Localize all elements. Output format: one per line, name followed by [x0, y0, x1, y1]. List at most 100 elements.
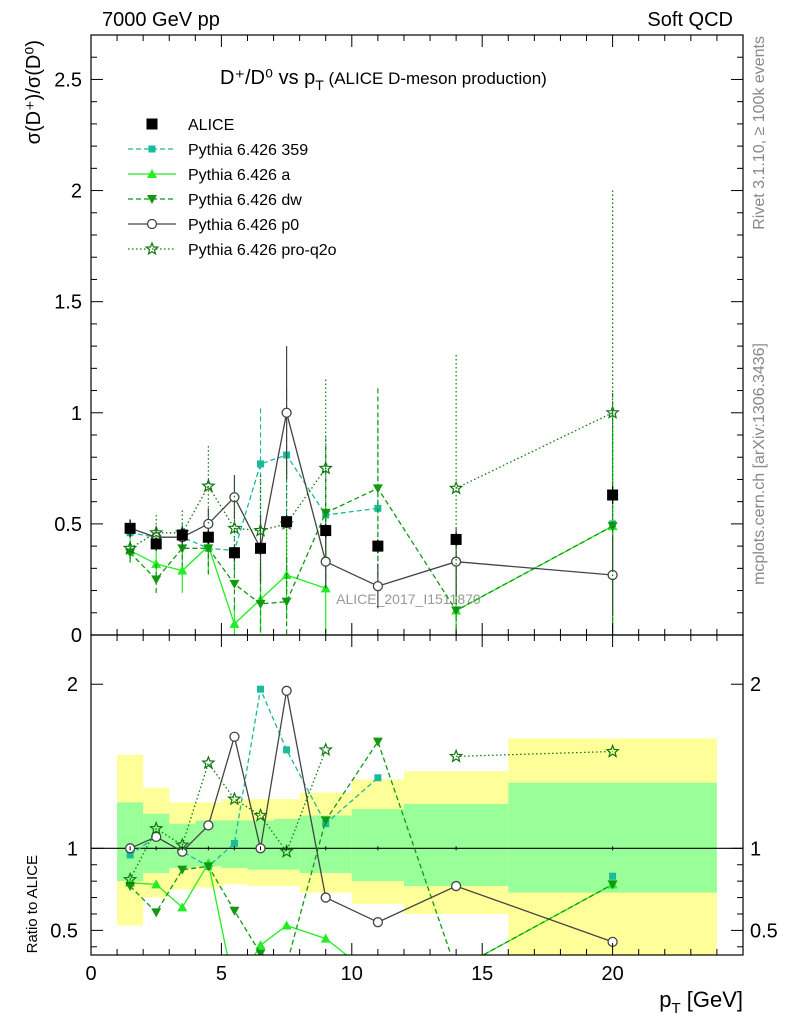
main-point-pdw [151, 575, 162, 585]
ratio-point-pq2o [227, 791, 242, 806]
legend-item-p359: Pythia 6.426 359 [128, 142, 308, 159]
legend-item-alice: ALICE [146, 117, 234, 134]
ratio-point-p359 [126, 851, 134, 859]
main-y-tick-label: 1.5 [54, 292, 82, 314]
ratio-point-pq2o [253, 807, 268, 822]
legend-label-pdw: Pythia 6.426 dw [188, 192, 302, 209]
x-axis-title: pT [GeV] [659, 987, 743, 1017]
ratio-point-pdw [177, 865, 188, 875]
legend-marker-p359 [148, 145, 156, 153]
ratio-point-pdw [229, 906, 240, 916]
ratio-point-pq2o [122, 871, 138, 886]
ratio-y-tick-label-right: 2 [750, 674, 761, 696]
main-point-alice [150, 538, 162, 550]
ratio-point-pp0 [281, 685, 292, 696]
ratio-point-pq2o [201, 755, 216, 770]
rivet-label: Rivet 3.1.10, ≥ 100k events [751, 36, 768, 230]
main-point-alice [372, 540, 384, 552]
main-point-alice [320, 525, 332, 537]
ratio-point-pp0 [151, 831, 162, 842]
x-tick-label: 5 [216, 963, 227, 985]
ratio-point-pq2o [448, 748, 464, 763]
main-point-alice [228, 547, 240, 559]
ratio-band-inner [351, 808, 404, 882]
ratio-y-tick-label-right: 0.5 [750, 920, 778, 942]
ratio-point-pa [320, 933, 331, 943]
ratio-point-pp0 [320, 892, 331, 903]
ratio-line-pq2o [129, 749, 327, 880]
header-left: 7000 GeV pp [102, 9, 220, 31]
ratio-band-inner [169, 823, 196, 869]
ratio-point-pa [373, 975, 383, 984]
main-y-tick-label: 2.5 [54, 69, 82, 91]
main-y-tick-label: 1 [71, 403, 82, 425]
main-series-pa [125, 426, 618, 635]
main-point-alice [281, 516, 293, 528]
ratio-point-pa [255, 940, 266, 950]
main-point-pa [151, 558, 162, 568]
legend-item-pq2o: Pythia 6.426 pro-q2o [128, 241, 337, 259]
main-point-alice [607, 489, 619, 501]
x-tick-label: 10 [341, 963, 363, 985]
legend-label-pp0: Pythia 6.426 p0 [188, 217, 299, 234]
main-point-pq2o [201, 478, 216, 493]
legend-label-pq2o: Pythia 6.426 pro-q2o [188, 242, 337, 259]
ratio-point-pdw [372, 737, 383, 747]
main-y-tick-label: 0.5 [54, 514, 82, 536]
x-tick-label: 0 [85, 963, 96, 985]
main-point-pq2o [318, 460, 333, 475]
ratio-y-tick-label-right: 1 [750, 838, 761, 860]
main-y-tick-label: 2 [71, 181, 82, 203]
main-point-pq2o [605, 405, 620, 419]
x-tick-label: 15 [471, 963, 493, 985]
main-point-pdw [281, 597, 292, 607]
ratio-y-tick-label: 1 [67, 838, 78, 860]
main-point-pq2o [227, 520, 242, 535]
main-series-pp0 [124, 346, 618, 615]
legend-marker-alice [146, 118, 158, 130]
main-point-pp0 [320, 556, 331, 567]
ratio-point-pa [151, 879, 162, 889]
legend-item-pdw: Pythia 6.426 dw [128, 192, 302, 209]
ratio-band-inner [403, 804, 509, 887]
ratio-point-pdw [203, 862, 214, 872]
legend-marker-pdw [147, 195, 157, 204]
ratio-point-p359 [257, 685, 265, 693]
ratio-point-pq2o [279, 843, 294, 858]
plot-title: D⁺/D⁰ vs pT (ALICE D-meson production) [220, 67, 547, 93]
ratio-point-pa [451, 965, 461, 974]
ratio-point-p359 [374, 774, 382, 782]
main-y-axis-title: σ(D⁺)/σ(D⁰) [23, 40, 45, 144]
main-y-tick-label: 0 [71, 625, 82, 647]
main-point-alice [124, 522, 136, 534]
legend-marker-pa [147, 169, 157, 178]
main-point-pa [229, 618, 240, 628]
ratio-point-pp0 [203, 820, 214, 831]
main-point-alice [255, 542, 267, 554]
ratio-point-p359 [283, 746, 291, 754]
ratio-series-pq2o [122, 742, 620, 886]
ratio-y-axis-title: Ratio to ALICE [24, 855, 41, 953]
ratio-point-pp0 [229, 731, 240, 742]
ratio-point-pa [177, 902, 188, 912]
main-point-pp0 [450, 556, 462, 567]
analysis-watermark: ALICE_2017_I1511870 [336, 591, 481, 607]
ratio-frame [90, 634, 744, 956]
main-point-pq2o [148, 525, 164, 539]
ratio-point-pdw [607, 880, 618, 890]
ratio-point-pq2o [148, 820, 164, 835]
ratio-y-tick-label: 2 [67, 674, 78, 696]
ratio-point-p359 [230, 839, 238, 847]
header-right: Soft QCD [647, 9, 733, 31]
legend-item-pa: Pythia 6.426 a [128, 167, 290, 184]
legend-label-alice: ALICE [188, 117, 234, 134]
ratio-point-pdw [151, 908, 162, 918]
main-point-pdw [372, 484, 383, 494]
ratio-point-pdw [451, 966, 461, 975]
legend-label-pa: Pythia 6.426 a [188, 167, 290, 184]
main-series-pdw [125, 388, 618, 635]
main-point-alice [450, 533, 462, 545]
ratio-point-pp0 [372, 917, 384, 928]
ratio-y-tick-label: 0.5 [50, 920, 78, 942]
